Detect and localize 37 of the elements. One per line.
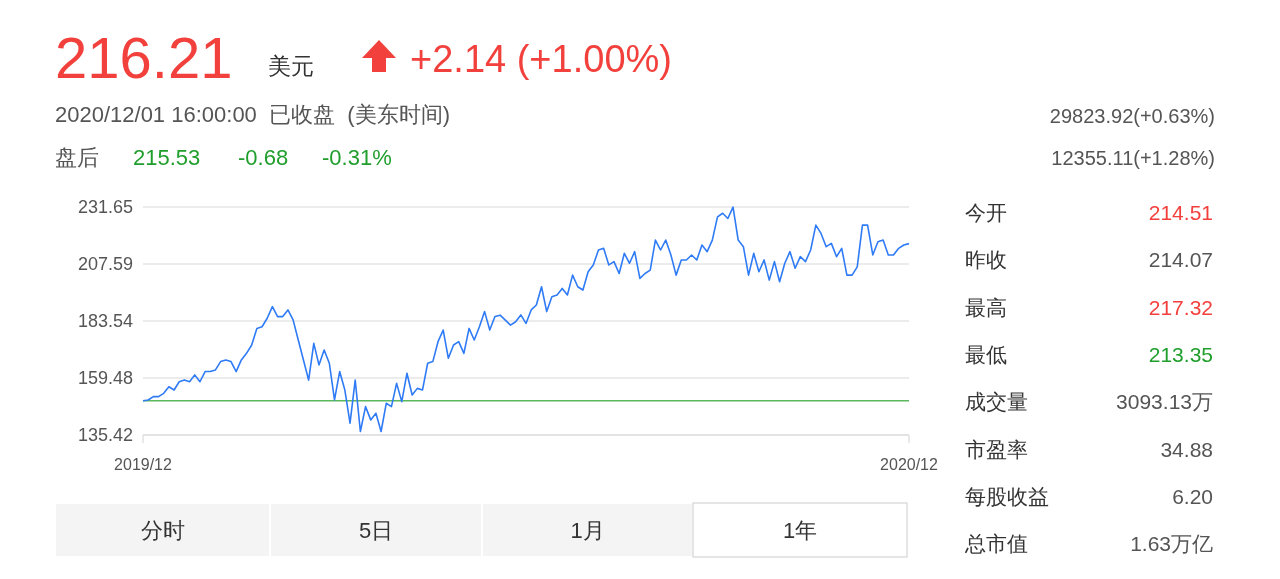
text: 1.63万亿 <box>1130 532 1213 556</box>
y-tick-label: 231.65 <box>77 197 133 217</box>
text: 成交量 <box>965 390 1028 414</box>
y-tick-label: 159.48 <box>77 367 133 388</box>
text: 最低 <box>965 342 1007 366</box>
y-tick-label: 207.59 <box>77 254 133 275</box>
text: 1月 <box>570 518 605 543</box>
text: 6.20 <box>1172 484 1213 508</box>
text: 总市值 <box>964 532 1028 556</box>
text: 29823.92(+0.63%) <box>1049 105 1215 127</box>
text: +2.14 (+1.00%) <box>410 38 672 80</box>
text: 213.35 <box>1148 342 1213 366</box>
chart-title: 216.21 <box>55 25 233 90</box>
text: 美元 <box>268 53 314 79</box>
text: 每股收益 <box>965 484 1049 508</box>
text: 12355.11(+1.28%) <box>1051 147 1215 169</box>
text: 217.32 <box>1148 295 1213 319</box>
text: 昨收 <box>965 248 1007 272</box>
text: -0.31% <box>322 145 392 170</box>
text: 34.88 <box>1160 437 1213 461</box>
text: 盘后 <box>55 145 99 170</box>
text: 分时 <box>140 518 185 543</box>
text: 最高 <box>965 295 1007 319</box>
y-tick-label: 183.54 <box>77 310 133 331</box>
text: 3093.13万 <box>1116 390 1213 414</box>
text: -0.68 <box>238 145 289 170</box>
text: 2020/12/01 16:00:00 已收盘 (美东时间) <box>55 102 450 127</box>
text: 1年 <box>782 518 818 543</box>
text: 5日 <box>358 518 394 543</box>
x-tick-label: 2019/12 <box>114 456 173 473</box>
y-tick-label: 135.42 <box>77 425 133 445</box>
text: 214.07 <box>1148 248 1213 272</box>
text: 今开 <box>965 201 1007 224</box>
x-tick-label: 2020/12 <box>880 456 939 473</box>
text: 214.51 <box>1148 201 1213 224</box>
text: 市盈率 <box>965 437 1028 461</box>
text: 215.53 <box>133 145 201 170</box>
